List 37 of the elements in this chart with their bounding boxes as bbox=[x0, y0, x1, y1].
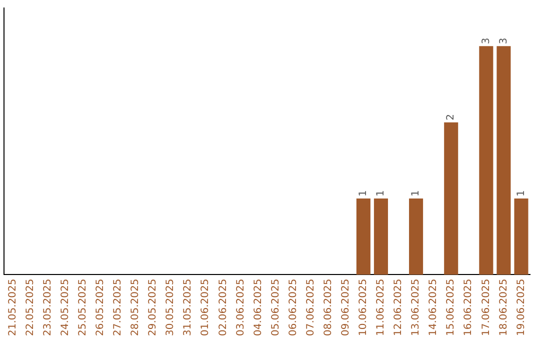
x-tick-label: 17.06.2025 bbox=[480, 278, 492, 336]
x-tick-label: 27.05.2025 bbox=[112, 278, 124, 336]
data-label: 3 bbox=[498, 38, 510, 44]
x-tick-label: 13.06.2025 bbox=[410, 278, 422, 336]
x-tick-label: 31.05.2025 bbox=[182, 278, 194, 336]
x-tick-label: 02.06.2025 bbox=[218, 278, 229, 336]
x-tick-label: 14.06.2025 bbox=[428, 278, 440, 336]
x-tick-label: 10.06.2025 bbox=[358, 278, 370, 336]
x-tick-label: 23.05.2025 bbox=[42, 278, 54, 336]
x-tick-label: 07.06.2025 bbox=[305, 278, 316, 336]
data-label: 1 bbox=[358, 190, 370, 197]
x-tick-label: 19.06.2025 bbox=[516, 278, 527, 336]
x-tick-label: 16.06.2025 bbox=[463, 278, 474, 336]
data-label: 1 bbox=[376, 190, 387, 197]
x-tick-label: 24.05.2025 bbox=[60, 278, 71, 336]
x-tick-label: 18.06.2025 bbox=[498, 278, 510, 336]
x-tick-label: 09.06.2025 bbox=[340, 278, 352, 336]
x-tick-label: 15.06.2025 bbox=[446, 278, 457, 336]
x-tick-label: 28.05.2025 bbox=[130, 278, 142, 336]
data-label: 1 bbox=[516, 190, 527, 197]
x-tick-label: 22.05.2025 bbox=[24, 278, 36, 336]
data-label: 1 bbox=[410, 190, 422, 197]
x-tick-label: 05.06.2025 bbox=[270, 278, 282, 336]
x-tick-label: 26.05.2025 bbox=[95, 278, 106, 336]
x-tick-label: 01.06.2025 bbox=[200, 278, 212, 336]
x-tick-label: 03.06.2025 bbox=[235, 278, 246, 336]
x-tick-label: 08.06.2025 bbox=[322, 278, 334, 336]
x-tick-label: 30.05.2025 bbox=[165, 278, 176, 336]
x-tick-label: 21.05.2025 bbox=[7, 278, 18, 336]
data-label: 3 bbox=[480, 38, 492, 44]
x-tick-label: 12.06.2025 bbox=[393, 278, 404, 336]
x-tick-label: 06.06.2025 bbox=[288, 278, 299, 336]
x-tick-label: 29.05.2025 bbox=[148, 278, 159, 336]
x-tick-label: 11.06.2025 bbox=[376, 278, 387, 336]
x-tick-label: 25.05.2025 bbox=[77, 278, 88, 336]
data-label: 2 bbox=[446, 114, 457, 120]
x-tick-label: 04.06.2025 bbox=[252, 278, 264, 336]
